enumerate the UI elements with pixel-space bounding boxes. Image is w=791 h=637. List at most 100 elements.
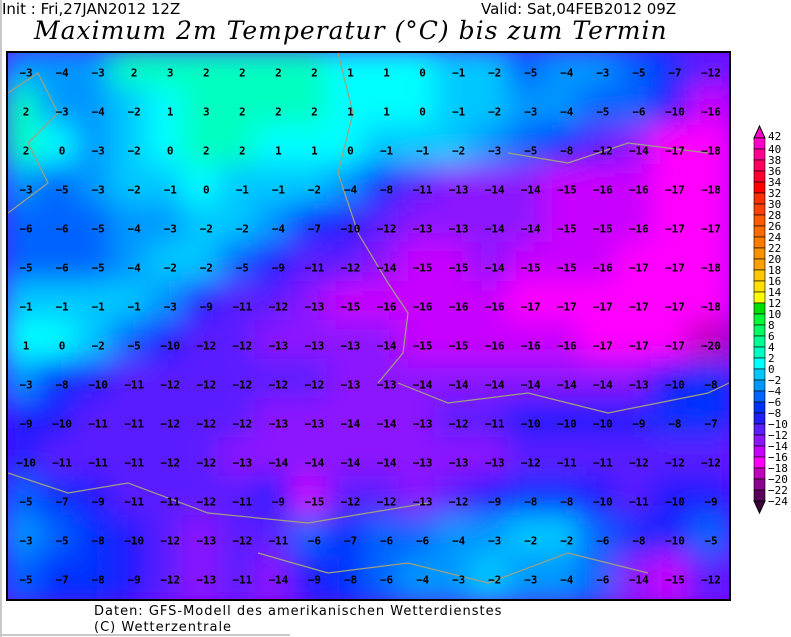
temperature-label: −16: [485, 301, 505, 314]
temperature-label: −8: [344, 574, 357, 587]
colorbar-swatch: [753, 423, 766, 436]
colorbar-tick-label: −18: [768, 462, 788, 475]
temperature-label: 1: [311, 145, 318, 158]
temperature-label: −14: [521, 223, 541, 236]
temperature-label: −16: [593, 184, 613, 197]
temperature-label: −11: [160, 496, 180, 509]
temperature-label: 0: [203, 184, 210, 197]
value-labels: −3 −4 −3 2 3 2 2 2 2 1 1 0 −1 −2 −5 −4 −3 −5 −7 −122 −3 −4 −2 1…: [16, 67, 721, 587]
temperature-label: −14: [521, 379, 541, 392]
colorbar-tick-label: 4: [768, 341, 775, 354]
colorbar-swatch: [753, 368, 766, 381]
colorbar-swatch: [753, 401, 766, 414]
temperature-label: −18: [701, 184, 721, 197]
temperature-label: −2: [488, 574, 501, 587]
temperature-label: −13: [413, 457, 433, 470]
temperature-label: −12: [341, 496, 361, 509]
temperature-label: −15: [557, 223, 577, 236]
temperature-label: −5: [596, 106, 609, 119]
colorbar-swatch: [753, 170, 766, 183]
temperature-label: −3: [596, 67, 609, 80]
temperature-label: −12: [701, 67, 721, 80]
colorbar-swatch: [753, 258, 766, 271]
temperature-label: −11: [232, 301, 252, 314]
temperature-label: −5: [92, 262, 105, 275]
temperature-label: −12: [232, 535, 252, 548]
valid-time: Valid: Sat,04FEB2012 09Z: [481, 0, 677, 18]
temperature-label: 0: [167, 145, 174, 158]
temperature-label: −4: [272, 223, 286, 236]
temperature-label: −15: [593, 223, 613, 236]
temperature-label: −11: [304, 262, 324, 275]
temperature-label: −1: [272, 184, 286, 197]
temperature-label: −16: [629, 184, 649, 197]
temperature-label: −12: [268, 301, 288, 314]
temperature-label: −17: [665, 262, 685, 275]
temperature-label: 2: [131, 67, 138, 80]
temperature-label: −10: [557, 418, 577, 431]
temperature-label: −12: [701, 574, 721, 587]
temperature-label: −9: [308, 574, 321, 587]
colorbar-swatch: [753, 379, 766, 392]
temperature-label: −12: [341, 262, 361, 275]
temperature-label: −11: [88, 418, 108, 431]
temperature-label: −10: [52, 418, 72, 431]
temperature-field: −3 −4 −3 2 3 2 2 2 2 1 1 0 −1 −2 −5 −4 −3 −5 −7 −122 −3 −4 −2 1…: [8, 53, 729, 599]
temperature-label: −17: [593, 340, 613, 353]
temperature-label: −8: [560, 145, 573, 158]
temperature-label: 1: [383, 67, 390, 80]
temperature-label: 2: [239, 67, 246, 80]
temperature-label: −4: [92, 106, 106, 119]
temperature-label: −15: [449, 262, 469, 275]
temperature-label: −3: [19, 379, 32, 392]
temperature-label: −7: [704, 418, 717, 431]
temperature-label: −10: [124, 535, 144, 548]
temperature-label: −5: [236, 262, 249, 275]
temperature-label: −11: [413, 184, 433, 197]
colorbar-top-arrow: [753, 124, 766, 139]
colorbar-swatch: [753, 335, 766, 348]
temperature-label: −7: [668, 67, 681, 80]
temperature-label: −5: [19, 496, 32, 509]
color-field: [8, 53, 729, 599]
temperature-label: −14: [268, 457, 288, 470]
temperature-label: −14: [341, 418, 361, 431]
field-cell: [686, 554, 729, 599]
temperature-label: 2: [239, 145, 246, 158]
copyright-note: (C) Wetterzentrale: [94, 620, 233, 635]
colorbar-tick-label: 6: [768, 330, 775, 343]
temperature-label: −13: [449, 457, 469, 470]
temperature-label: −2: [236, 223, 249, 236]
temperature-label: −8: [55, 379, 68, 392]
temperature-label: −14: [413, 379, 433, 392]
temperature-label: −9: [92, 496, 105, 509]
temperature-label: −2: [128, 184, 141, 197]
temperature-label: −17: [665, 301, 685, 314]
temperature-label: −7: [55, 496, 68, 509]
data-source-note: Daten: GFS-Modell des amerikanischen Wet…: [94, 604, 503, 619]
colorbar-swatch: [753, 280, 766, 293]
temperature-label: −11: [124, 418, 144, 431]
temperature-label: −5: [19, 574, 32, 587]
colorbar-swatch: [753, 181, 766, 194]
temperature-label: −9: [272, 496, 285, 509]
temperature-label: −12: [304, 379, 324, 392]
temperature-label: −14: [521, 184, 541, 197]
temperature-label: 0: [419, 106, 426, 119]
temperature-label: −12: [196, 340, 216, 353]
temperature-label: −4: [452, 535, 466, 548]
temperature-label: 0: [347, 145, 354, 158]
temperature-label: −13: [449, 223, 469, 236]
temperature-label: −3: [452, 574, 465, 587]
temperature-label: 3: [203, 106, 210, 119]
temperature-label: −10: [160, 340, 180, 353]
temperature-label: −13: [485, 457, 505, 470]
colorbar-tick-label: 8: [768, 319, 775, 332]
temperature-label: −15: [304, 496, 324, 509]
temperature-label: −9: [704, 496, 717, 509]
colorbar-swatch: [753, 324, 766, 337]
temperature-label: −10: [593, 418, 613, 431]
colorbar-swatch: [753, 269, 766, 282]
temperature-label: −10: [16, 457, 36, 470]
temperature-label: −14: [485, 223, 505, 236]
